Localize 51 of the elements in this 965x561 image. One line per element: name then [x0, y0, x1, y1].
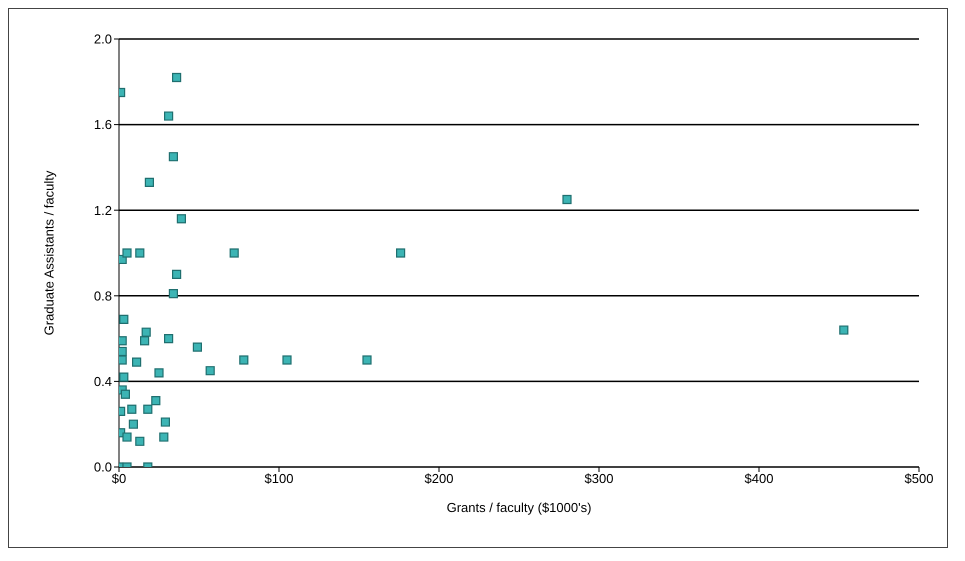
- point: [140, 336, 150, 346]
- point: [119, 346, 127, 356]
- x-tick-label: $500: [904, 471, 934, 486]
- y-tick-label: 2.0: [94, 32, 112, 47]
- point: [176, 214, 186, 224]
- point: [144, 178, 154, 187]
- y-axis-title: Graduate Assistants / faculty: [42, 170, 57, 336]
- y-tick-label: 0.4: [94, 374, 112, 390]
- x-tick-label: $100: [264, 471, 294, 486]
- point: [172, 72, 182, 82]
- x-tick-label: $0: [112, 471, 126, 486]
- point: [160, 417, 170, 427]
- point: [154, 368, 164, 378]
- point: [151, 396, 160, 406]
- point: [396, 248, 406, 258]
- point: [839, 325, 848, 335]
- point: [135, 436, 144, 446]
- point: [362, 355, 372, 365]
- point: [239, 355, 248, 365]
- point: [135, 248, 144, 258]
- point: [119, 314, 128, 324]
- point: [206, 366, 215, 376]
- point: [282, 355, 292, 365]
- point: [119, 355, 127, 365]
- point: [143, 404, 152, 414]
- y-tick-label: 1.2: [94, 202, 112, 218]
- point: [562, 194, 572, 204]
- x-tick-label: $300: [584, 471, 614, 486]
- y-tick-label: 0.0: [94, 460, 112, 475]
- point: [142, 328, 151, 337]
- y-tick-label: 0.8: [94, 288, 112, 304]
- x-tick-label: $200: [424, 471, 454, 486]
- point: [127, 404, 136, 414]
- point: [172, 270, 182, 279]
- point: [119, 336, 127, 346]
- y-tick-label: 1.6: [94, 117, 112, 132]
- point: [192, 342, 202, 352]
- point: [122, 248, 132, 258]
- point: [168, 289, 178, 298]
- x-tick-label: $400: [744, 471, 774, 486]
- point: [119, 372, 128, 382]
- x-axis-title: Grants / faculty ($1000's): [446, 500, 592, 515]
- point: [122, 432, 132, 442]
- point: [230, 248, 239, 258]
- point: [128, 420, 138, 429]
- point: [120, 390, 130, 399]
- point: [132, 358, 142, 367]
- point: [168, 152, 178, 162]
- point: [164, 111, 174, 121]
- point: [164, 334, 174, 344]
- point: [159, 432, 168, 442]
